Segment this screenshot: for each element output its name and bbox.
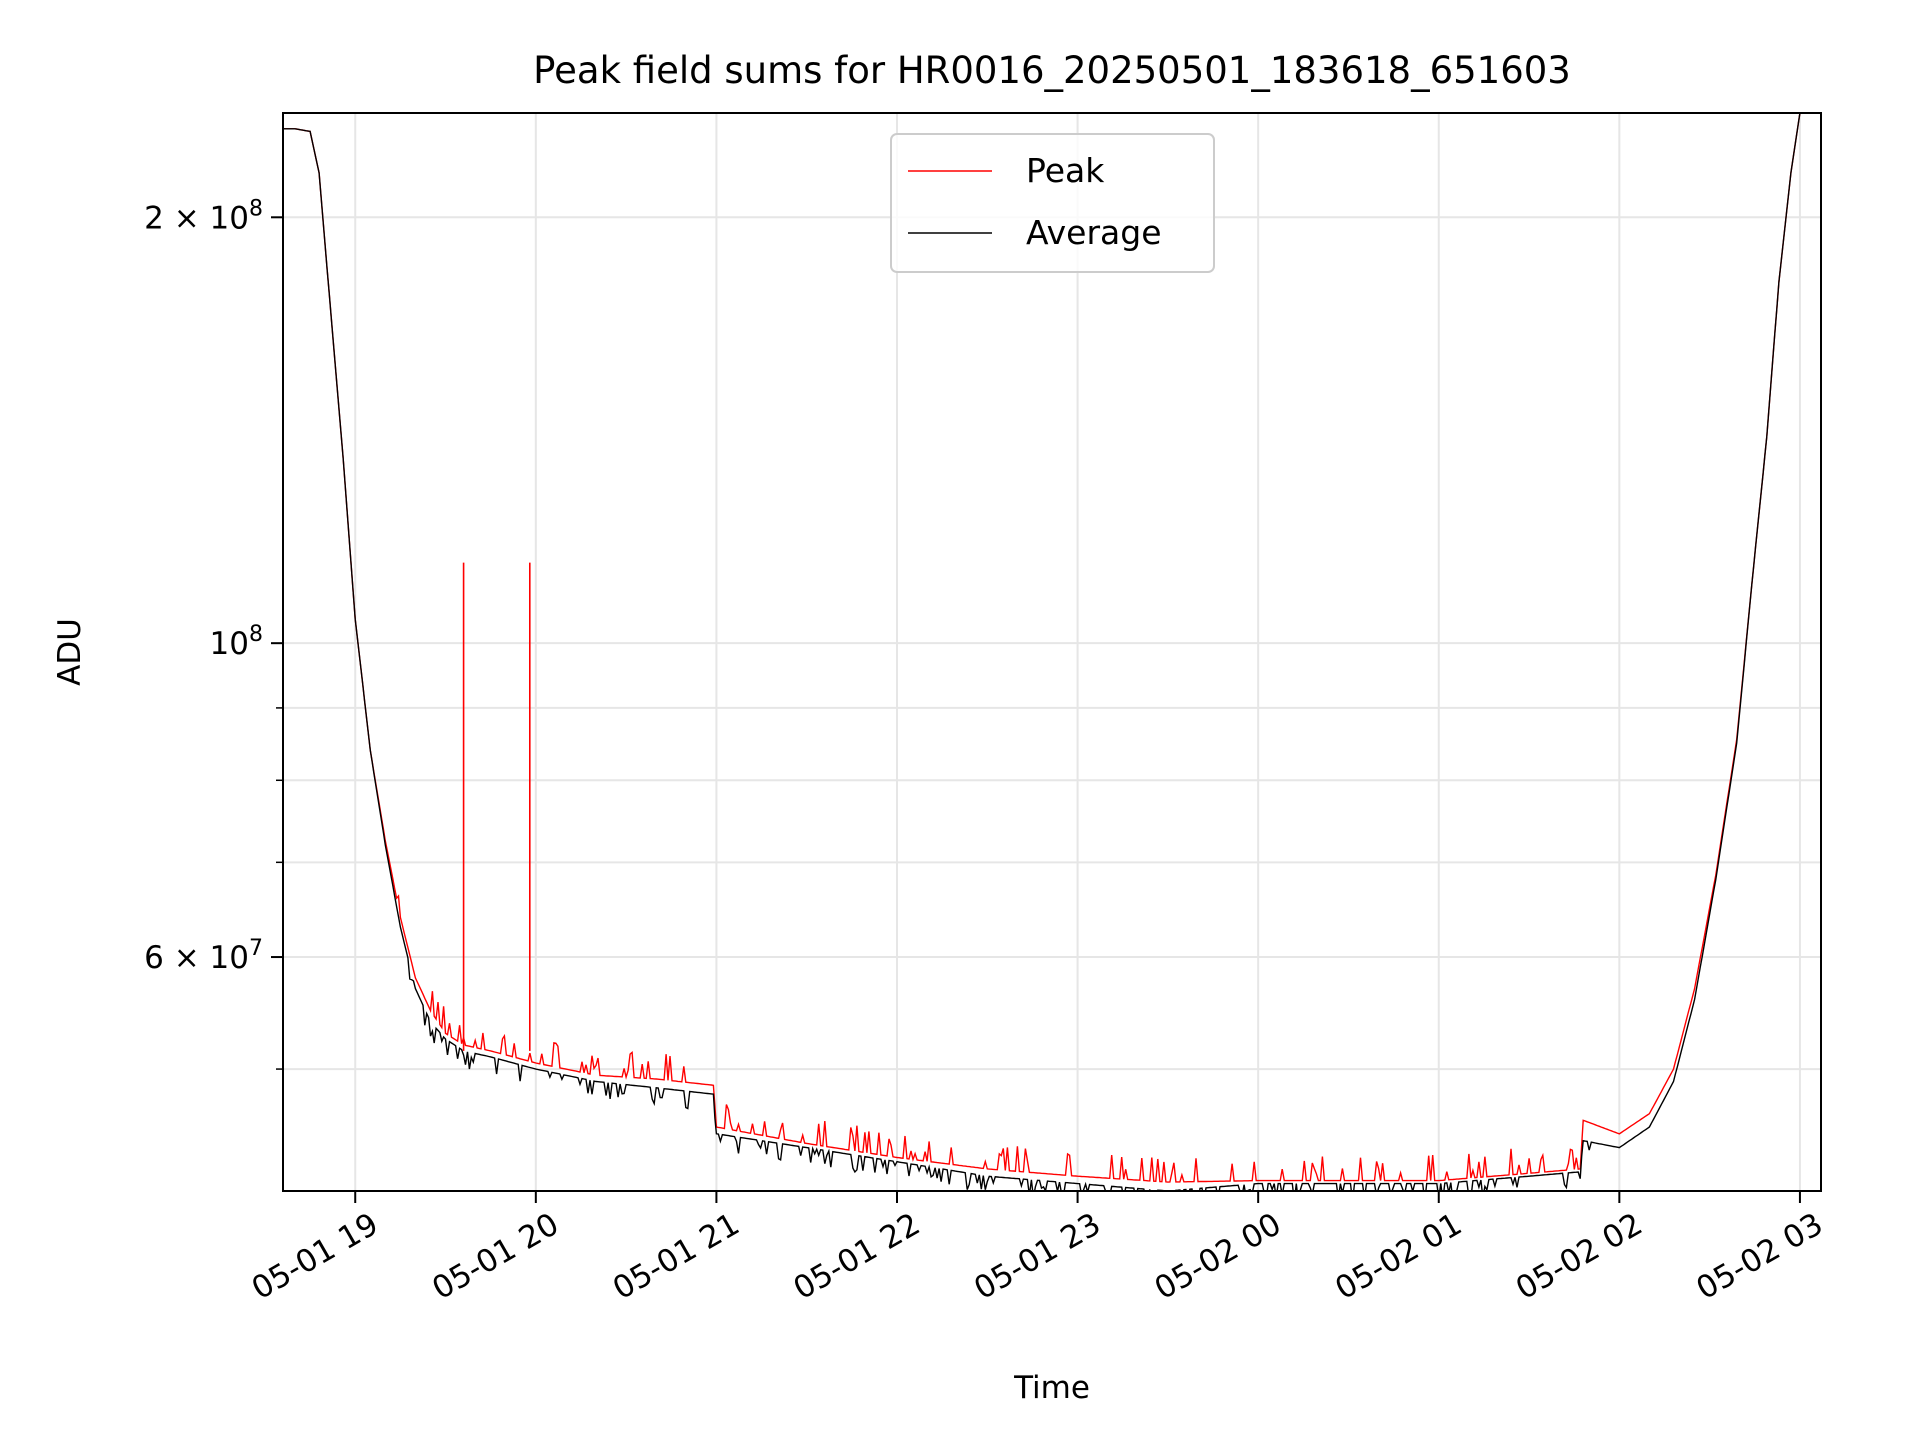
y-tick-label: 2 × 108 — [144, 196, 263, 236]
plot-lines — [283, 113, 1801, 1191]
legend-label-average: Average — [1026, 213, 1162, 252]
legend-box — [890, 133, 1215, 273]
series-line-average — [283, 113, 1801, 1191]
y-tick-label: 108 — [210, 622, 263, 662]
series-line-peak — [283, 113, 1801, 1183]
plot-frame — [282, 112, 1822, 1192]
legend-label-peak: Peak — [1026, 151, 1105, 190]
y-axis-label: ADU — [52, 618, 88, 686]
y-tick-label: 6 × 107 — [144, 936, 263, 976]
x-axis-label: Time — [1013, 1370, 1090, 1406]
legend: Peak Average — [890, 133, 1215, 273]
chart-title: Peak field sums for HR0016_20250501_1836… — [533, 49, 1571, 92]
